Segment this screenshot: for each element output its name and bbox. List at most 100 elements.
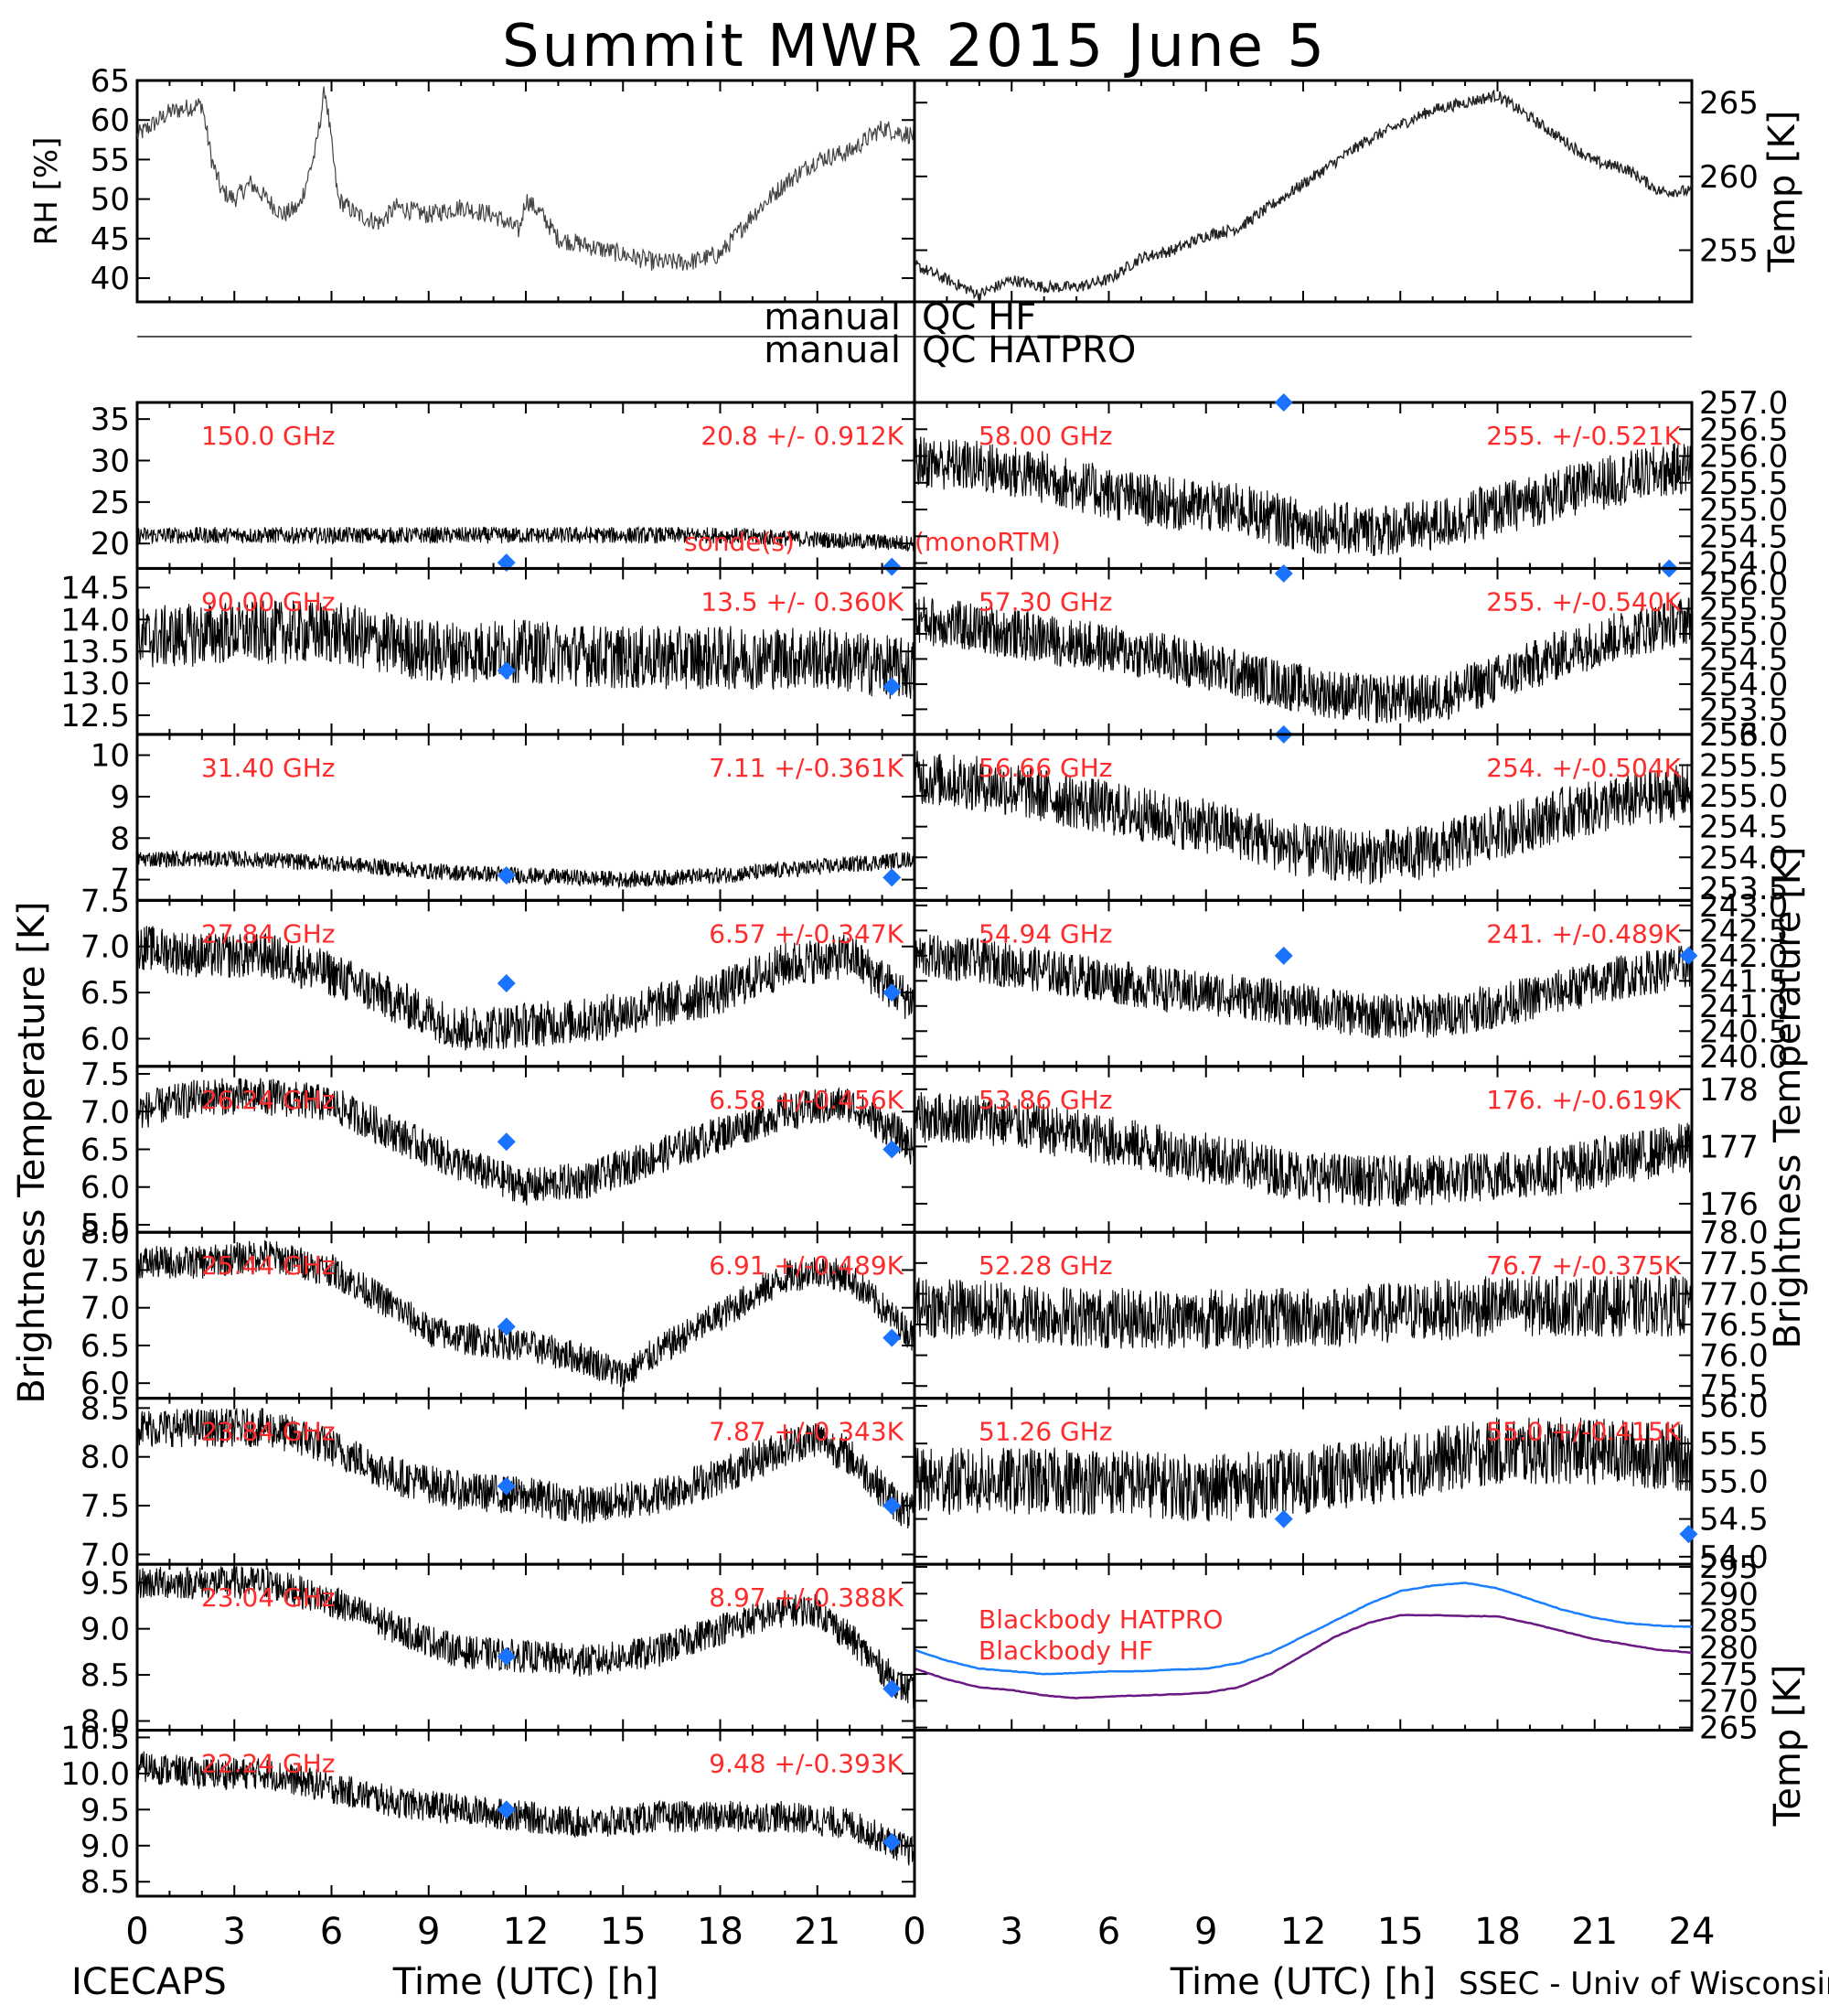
panel-15-ytick-label: 55.5: [1699, 1426, 1769, 1463]
panel-9-ytick-label: 257.0: [1699, 385, 1788, 422]
rh-ytick-label: 65: [91, 63, 130, 100]
footer-left: ICECAPS: [71, 1961, 227, 2003]
rh-ytick-label: 60: [91, 102, 130, 139]
temp-series: [914, 89, 1693, 300]
panel-4-sonde-marker-1: [882, 1140, 902, 1159]
panel-8-ytick-label: 10.5: [60, 1720, 130, 1756]
panel-12-ytick-label: 243.0: [1699, 888, 1788, 925]
panel-16-ytick-label: 270: [1699, 1683, 1759, 1720]
panel-14-ytick-label: 75.5: [1699, 1368, 1769, 1405]
panel-10-series: [914, 596, 1693, 724]
panel-9-stat-label: 255. +/-0.521K: [1486, 421, 1681, 451]
panel-3-sonde-marker-1: [882, 983, 902, 1003]
xtick-label: 12: [503, 1911, 550, 1953]
panel-2-ytick-label: 9: [110, 779, 130, 816]
panel-16-ytick-label: 280: [1699, 1630, 1759, 1667]
panel-10-ytick-label: 253.5: [1699, 692, 1788, 728]
panel-2-ytick-label: 7: [110, 863, 130, 899]
temp-ytick-label: 260: [1699, 159, 1759, 196]
panel-15-ytick-label: 56.0: [1699, 1389, 1769, 1425]
panel-10-freq-label: 57.30 GHz: [979, 586, 1113, 617]
panel-12-ytick-label: 240.5: [1699, 1013, 1788, 1050]
panel-4-ytick-label: 6.0: [80, 1170, 130, 1206]
rh-ylabel: RH [%]: [28, 137, 65, 246]
xtick-label: 18: [1474, 1911, 1521, 1953]
panel-1-ytick-label: 13.5: [60, 634, 130, 670]
xtick-label: 12: [1280, 1911, 1327, 1953]
panel-6-ytick-label: 7.5: [80, 1488, 130, 1525]
chart-title: Summit MWR 2015 June 5: [502, 13, 1327, 80]
left-axis-label: Brightness Temperature [K]: [11, 901, 53, 1403]
panel-3-ytick-label: 7.0: [80, 929, 130, 966]
panel-0-ytick-label: 20: [91, 526, 130, 563]
right-axis-label: Brightness Temperature [K]: [1767, 846, 1809, 1348]
panel-5-stat-label: 6.91 +/-0.489K: [709, 1250, 904, 1281]
panel-12-stat-label: 241. +/-0.489K: [1486, 918, 1681, 949]
panel-0-sonde-marker-1: [882, 557, 902, 576]
qc-label-hatpro: QC HATPRO: [922, 329, 1136, 371]
panel-3-series: [136, 926, 915, 1051]
panel-6-ytick-label: 8.0: [80, 1440, 130, 1476]
xtick-label: 15: [1377, 1911, 1424, 1953]
panel-7-sonde-marker-1: [882, 1679, 902, 1699]
panel-5-ytick-label: 7.0: [80, 1291, 130, 1327]
panel-1-ytick-label: 14.5: [60, 570, 130, 606]
panel-2-sonde-marker-1: [882, 868, 902, 887]
panel-14-ytick-label: 77.0: [1699, 1276, 1769, 1313]
panel-2-sonde-marker-0: [497, 866, 516, 885]
qc-label-hf: QC HF: [922, 296, 1036, 338]
panel-1-series: [136, 600, 915, 700]
panel-8-ytick-label: 9.5: [80, 1792, 130, 1828]
panel-15-freq-label: 51.26 GHz: [979, 1417, 1113, 1447]
panel-12-series: [914, 934, 1693, 1038]
panel-11-ytick-label: 254.5: [1699, 810, 1788, 846]
xtick-label: 9: [417, 1911, 440, 1953]
panel-14-stat-label: 76.7 +/-0.375K: [1486, 1250, 1681, 1281]
panel-12-ytick-label: 242.5: [1699, 913, 1788, 949]
panel-9-ytick-label: 256.5: [1699, 412, 1788, 448]
panel-6-sonde-marker-1: [882, 1496, 902, 1516]
panel-14-ytick-label: 76.0: [1699, 1338, 1769, 1375]
panel-10-ytick-label: 254.5: [1699, 641, 1788, 678]
panel-15-ytick-label: 54.0: [1699, 1539, 1769, 1576]
panel-0-ytick-label: 25: [91, 485, 130, 521]
panel-9-freq-label: 58.00 GHz: [979, 421, 1113, 451]
panel-9-ytick-label: 256.0: [1699, 439, 1788, 476]
panel-10-sonde-marker-0: [1274, 563, 1293, 583]
panel-8-freq-label: 22.24 GHz: [201, 1749, 336, 1779]
panel-7-ytick-label: 9.5: [80, 1565, 130, 1602]
panel-7-sonde-marker-0: [497, 1646, 516, 1666]
panel-7-ytick-label: 8.5: [80, 1657, 130, 1694]
panel-14-ytick-label: 76.5: [1699, 1307, 1769, 1344]
rh-ytick-label: 50: [91, 182, 130, 219]
panel-14-series: [914, 1275, 1693, 1349]
panel-7-freq-label: 23.04 GHz: [201, 1582, 336, 1613]
panel-11-stat-label: 254. +/-0.504K: [1486, 753, 1681, 783]
panel-2-freq-label: 31.40 GHz: [201, 753, 336, 783]
panel-1-freq-label: 90.00 GHz: [201, 586, 336, 617]
panel-12-ytick-label: 240.0: [1699, 1039, 1788, 1076]
panel-10-ytick-label: 255.0: [1699, 617, 1788, 653]
panel-1-ytick-label: 12.5: [60, 698, 130, 735]
xtick-label: 3: [223, 1911, 246, 1953]
qc-label-manual-hf: manual: [764, 296, 901, 338]
panel-10-stat-label: 255. +/-0.540K: [1486, 586, 1681, 617]
panel-8-series: [136, 1751, 915, 1866]
panel-8-ytick-label: 8.5: [80, 1864, 130, 1901]
rh-series: [136, 86, 915, 271]
panel-1-ytick-label: 13.0: [60, 666, 130, 702]
panel-6-ytick-label: 8.5: [80, 1390, 130, 1427]
panel-11-freq-label: 56.66 GHz: [979, 753, 1113, 783]
panel-7-series: [136, 1565, 915, 1709]
panel-4-ytick-label: 7.5: [80, 1056, 130, 1093]
panel-8-ytick-label: 9.0: [80, 1828, 130, 1865]
panel-13-series: [914, 1091, 1693, 1207]
panel-4-ytick-label: 5.5: [80, 1207, 130, 1244]
xtick-label: 0: [125, 1911, 148, 1953]
panel-16-legend-0: Blackbody HATPRO: [979, 1604, 1223, 1635]
panel-12-freq-label: 54.94 GHz: [979, 918, 1113, 949]
panel-15-stat-label: 55.0 +/-0.415K: [1486, 1417, 1681, 1447]
xtick-label: 21: [1571, 1911, 1618, 1953]
panel-7-ytick-label: 9.0: [80, 1612, 130, 1648]
